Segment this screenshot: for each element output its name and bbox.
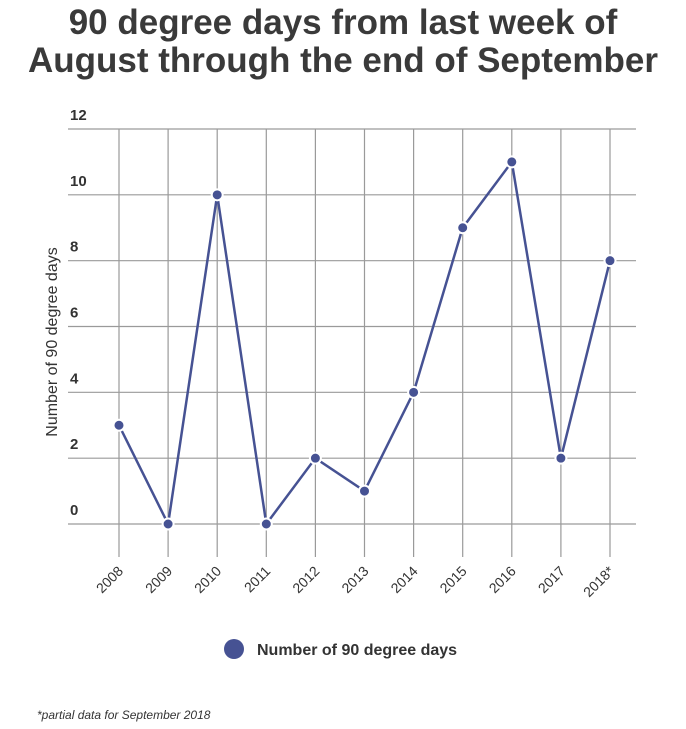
- legend-label: Number of 90 degree days: [257, 642, 457, 659]
- data-point: [603, 254, 617, 268]
- data-point: [456, 221, 470, 235]
- y-tick-label: 8: [70, 239, 78, 256]
- y-tick-label: 2: [70, 436, 78, 453]
- title-line-1: 90 degree days from last week of: [68, 3, 618, 42]
- y-tick-label: 0: [70, 502, 78, 519]
- data-point: [161, 517, 175, 531]
- data-point: [308, 451, 322, 465]
- y-tick-label: 4: [70, 370, 79, 387]
- x-tick-label: 2009: [142, 563, 175, 596]
- legend-marker: [224, 639, 244, 659]
- data-point: [358, 484, 371, 498]
- chart-title: 90 degree days from last week of August …: [0, 4, 686, 80]
- x-tick-label: 2013: [338, 563, 371, 596]
- y-tick-label: 6: [70, 305, 78, 322]
- y-axis-label: Number of 90 degree days: [44, 247, 61, 436]
- y-tick-label: 12: [70, 107, 87, 124]
- x-tick-label: 2015: [436, 563, 469, 596]
- footnote: *partial data for September 2018: [37, 708, 211, 722]
- x-tick-label: 2008: [93, 563, 126, 596]
- x-tick-label: 2016: [486, 563, 519, 596]
- x-tick-label: 2012: [289, 563, 322, 596]
- x-tick-label: 2010: [191, 563, 224, 596]
- x-tick-label: 2011: [241, 563, 274, 596]
- x-tick-label: 2014: [387, 563, 420, 596]
- x-tick-label: 2018*: [580, 562, 618, 600]
- data-point: [505, 155, 519, 169]
- data-point: [112, 418, 126, 432]
- y-tick-label: 10: [70, 173, 87, 190]
- title-line-2: August through the end of September: [28, 41, 658, 80]
- data-point: [210, 188, 224, 202]
- data-point: [259, 517, 273, 531]
- data-point: [407, 385, 421, 399]
- data-point: [554, 451, 568, 465]
- x-tick-label: 2017: [535, 563, 568, 596]
